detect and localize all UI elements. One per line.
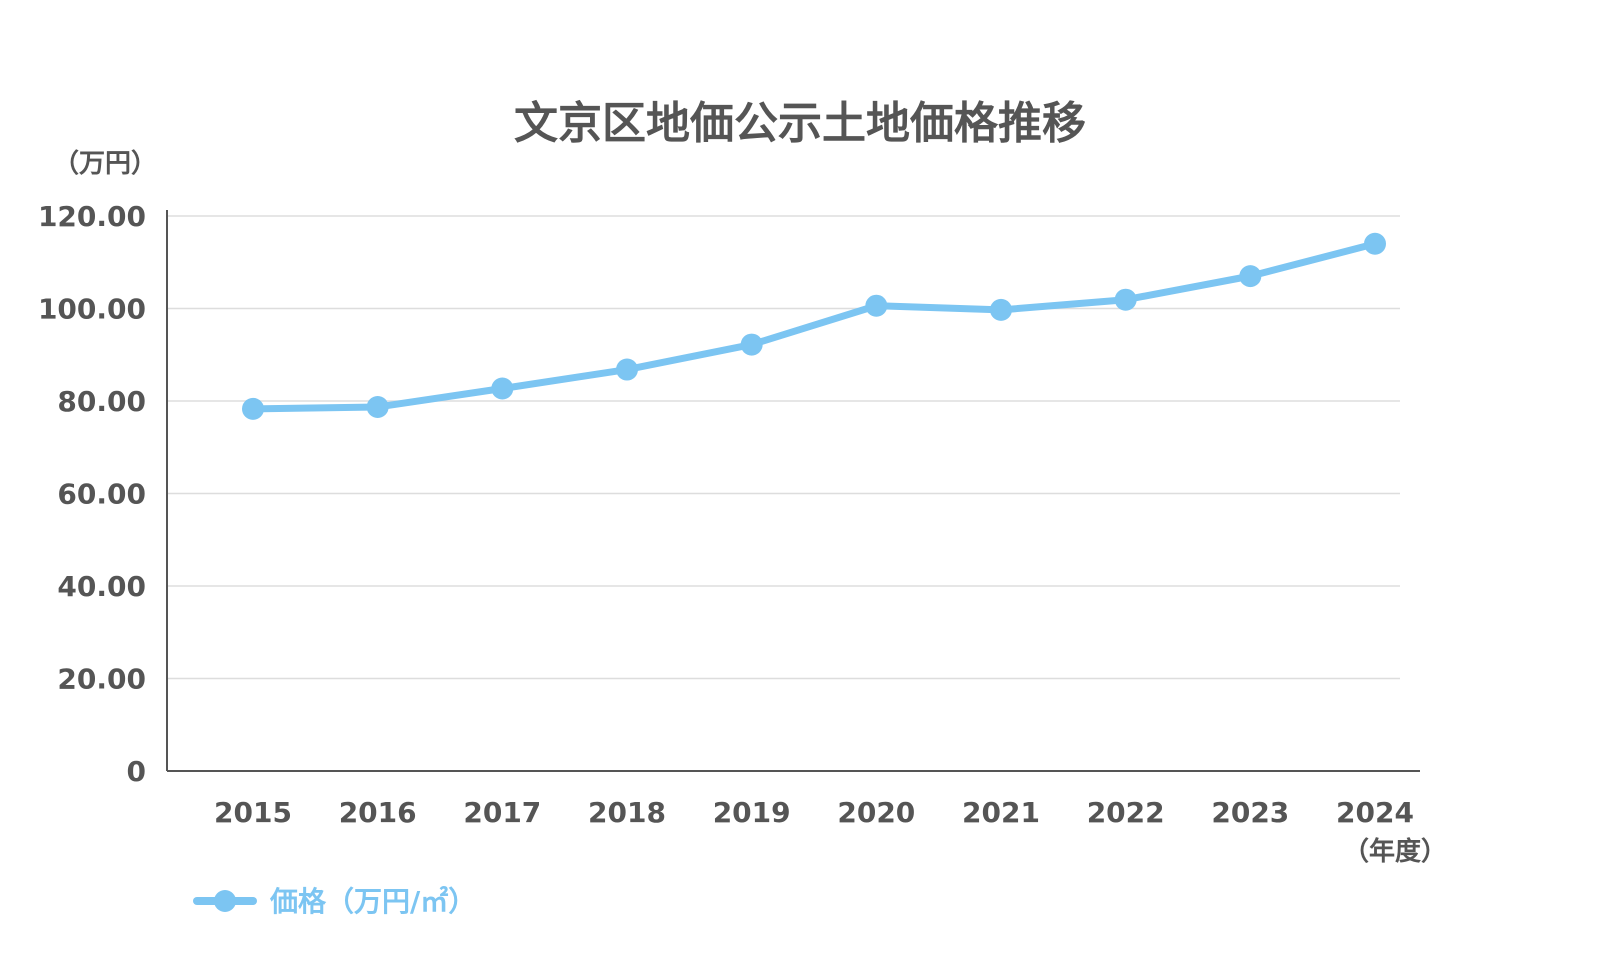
data-point[interactable] (1114, 288, 1137, 311)
x-tick-label: 2021 (962, 796, 1040, 829)
x-axis-unit-label: （年度） (1343, 836, 1447, 867)
legend[interactable]: 価格（万円/㎡） (193, 885, 476, 918)
series-line (249, 240, 1379, 413)
x-tick-label: 2024 (1336, 796, 1414, 829)
y-tick-label: 0 (127, 755, 146, 788)
y-tick-label: 100.00 (38, 293, 146, 326)
data-point[interactable] (491, 377, 514, 400)
data-point[interactable] (366, 396, 389, 419)
x-tick-label: 2019 (713, 796, 791, 829)
y-tick-label: 120.00 (38, 200, 146, 233)
x-tick-label: 2020 (837, 796, 915, 829)
x-tick-labels: 2015 2016 2017 2018 2019 2020 2021 2022 2023 2024 (214, 796, 1414, 829)
y-tick-label: 80.00 (57, 385, 146, 418)
data-point[interactable] (616, 358, 638, 381)
y-tick-label: 60.00 (57, 478, 146, 511)
data-point[interactable] (1364, 232, 1386, 255)
chart-title: 文京区地価公示土地価格推移 (514, 98, 1086, 149)
x-tick-label: 2023 (1211, 796, 1289, 829)
y-tick-label: 20.00 (57, 663, 146, 696)
data-point[interactable] (242, 397, 264, 420)
axes (166, 210, 1420, 772)
data-point[interactable] (740, 333, 763, 356)
y-tick-label: 40.00 (57, 570, 146, 603)
data-point[interactable] (865, 294, 888, 317)
data-point[interactable] (990, 298, 1012, 321)
x-tick-label: 2018 (588, 796, 666, 829)
y-axis-unit-label: （万円） (53, 149, 157, 179)
legend-dot-marker (214, 890, 236, 912)
x-tick-label: 2017 (463, 796, 541, 829)
legend-label: 価格（万円/㎡） (269, 885, 476, 918)
y-tick-labels: 0 20.00 40.00 60.00 80.00 100.00 120.00 (38, 200, 146, 788)
series-price (242, 232, 1386, 420)
x-tick-label: 2022 (1087, 796, 1165, 829)
data-point[interactable] (1239, 265, 1262, 288)
x-tick-label: 2015 (214, 796, 292, 829)
x-tick-label: 2016 (339, 796, 417, 829)
